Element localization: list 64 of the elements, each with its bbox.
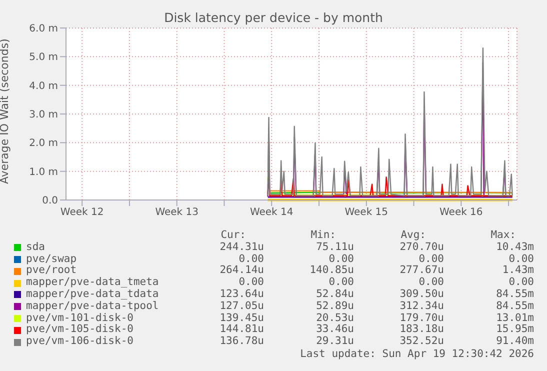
y-tick-label: 1.0 m bbox=[29, 166, 58, 178]
y-tick-label: 3.0 m bbox=[29, 110, 58, 121]
text: 33.46u bbox=[315, 323, 354, 336]
text: Avg: bbox=[400, 229, 427, 242]
y-tick-label: 6.0 m bbox=[29, 24, 58, 35]
y-tick-label: 2.0 m bbox=[29, 138, 58, 150]
text: 91.40m bbox=[495, 335, 534, 348]
text: 1.43m bbox=[501, 264, 534, 277]
legend-label: pve/swap bbox=[26, 252, 78, 265]
text: 0.00 bbox=[328, 252, 354, 265]
legend-label: pve/vm-101-disk-0 bbox=[26, 312, 134, 324]
legend-label: pve/vm-105-disk-0 bbox=[26, 323, 134, 336]
text: Min: bbox=[310, 229, 337, 242]
text: 179.70u bbox=[398, 312, 444, 324]
text: 0.00 bbox=[508, 276, 534, 289]
y-axis-title: Average IO Wait (seconds) bbox=[0, 38, 11, 184]
text: 270.70u bbox=[398, 240, 444, 254]
legend-label: pve/root bbox=[26, 264, 78, 277]
text: 0.00 bbox=[418, 252, 444, 265]
text: 140.85u bbox=[308, 264, 354, 277]
x-tick-label: Week 13 bbox=[155, 207, 198, 218]
text: 52.84u bbox=[315, 288, 354, 301]
text: 29.31u bbox=[315, 335, 354, 348]
x-tick-label: Week 14 bbox=[250, 207, 294, 218]
text: Cur: bbox=[220, 229, 247, 242]
y-tick-label: 0.0 bbox=[42, 196, 58, 207]
text: 277.67u bbox=[398, 264, 444, 277]
chart-title: Disk latency per device - by month bbox=[163, 10, 384, 25]
text: 0.00 bbox=[328, 276, 354, 289]
text: 75.11u bbox=[315, 240, 354, 254]
x-tick-label: Week 15 bbox=[344, 207, 388, 218]
text: 244.31u bbox=[218, 240, 264, 254]
text: 52.89u bbox=[315, 300, 354, 313]
text: 84.55m bbox=[495, 288, 534, 301]
legend-label: mapper/pve-data_tmeta bbox=[26, 276, 160, 289]
text: 136.78u bbox=[218, 335, 264, 348]
text: 0.00 bbox=[238, 252, 264, 265]
y-tick-label: 4.0 m bbox=[29, 80, 58, 92]
text: 20.53u bbox=[315, 312, 354, 324]
legend-label: mapper/pve-data_tdata bbox=[26, 288, 160, 301]
text: 123.64u bbox=[218, 288, 264, 301]
text: 309.50u bbox=[398, 288, 444, 301]
text: 13.01m bbox=[495, 312, 534, 324]
legend-label: mapper/pve-data-tpool bbox=[26, 300, 160, 313]
text: 264.14u bbox=[218, 264, 264, 277]
text: Last update: Sun Apr 19 12:30:42 2026 bbox=[299, 348, 534, 361]
text: 144.81u bbox=[218, 323, 264, 336]
x-tick-label: Week 16 bbox=[440, 207, 483, 218]
text: 139.45u bbox=[218, 312, 264, 324]
legend-label: pve/vm-106-disk-0 bbox=[26, 335, 134, 348]
text: 0.00 bbox=[418, 276, 444, 289]
text: 0.00 bbox=[238, 276, 264, 289]
text: 183.18u bbox=[398, 323, 444, 336]
text: 84.55m bbox=[495, 300, 534, 313]
text: 0.00 bbox=[508, 252, 534, 265]
legend-label: sda bbox=[26, 240, 46, 254]
text: 352.52u bbox=[398, 335, 444, 348]
text: 15.95m bbox=[495, 323, 534, 336]
y-tick-label: 5.0 m bbox=[29, 52, 58, 64]
x-tick-label: Week 12 bbox=[60, 207, 104, 218]
text: 127.05u bbox=[218, 300, 264, 313]
text: 312.34u bbox=[398, 300, 444, 313]
text: Max: bbox=[490, 229, 517, 242]
text: 10.43m bbox=[495, 240, 534, 254]
